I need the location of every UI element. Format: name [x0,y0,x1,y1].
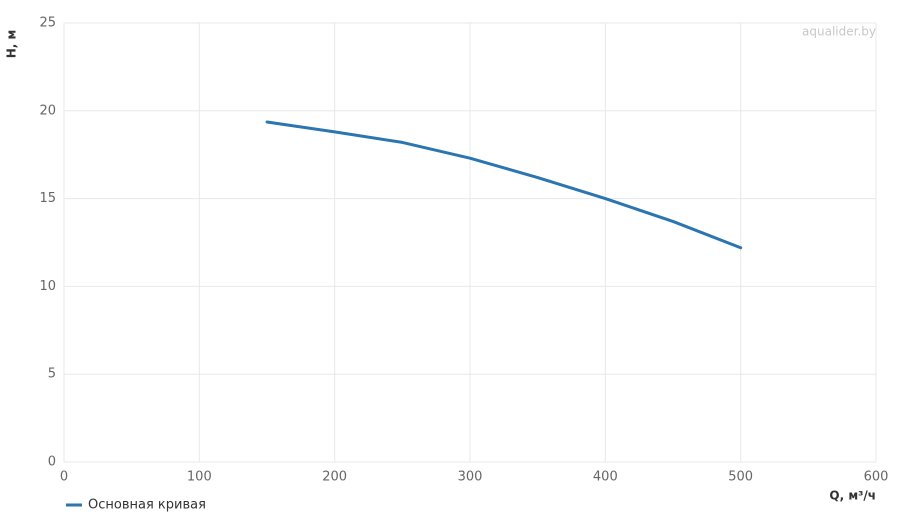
y-tick-label: 10 [39,279,56,294]
y-tick-label: 5 [48,367,56,382]
y-tick-label: 0 [48,455,56,470]
x-tick-label: 100 [187,470,212,485]
x-tick-label: 600 [864,470,889,485]
legend-label[interactable]: Основная кривая [88,498,206,513]
x-tick-label: 400 [593,470,618,485]
y-tick-label: 25 [39,16,56,31]
watermark: aqualider.by [802,25,876,39]
y-tick-label: 15 [39,191,56,206]
x-tick-label: 300 [458,470,483,485]
x-tick-label: 500 [728,470,753,485]
x-tick-label: 200 [322,470,347,485]
y-axis-label: H, м [5,30,19,59]
y-tick-label: 20 [39,103,56,118]
x-tick-label: 0 [60,470,68,485]
line-series [265,120,743,250]
x-axis-label: Q, м³/ч [829,489,876,503]
